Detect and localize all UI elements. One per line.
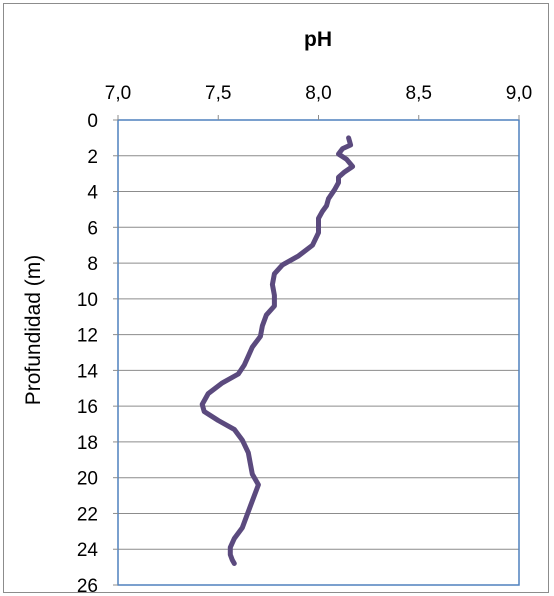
y-tick-label: 8 [87,254,98,275]
y-tick-label: 10 [77,290,98,311]
y-tick-label: 14 [77,361,99,382]
x-tick-label: 7,0 [105,83,131,104]
series-line-ph [199,135,356,566]
y-tick-label: 12 [77,326,98,347]
x-axis-ticks: 7,0 7,5 8,0 8,5 9,0 [105,83,532,120]
y-tick-label: 6 [87,218,98,239]
x-tick-label: 9,0 [506,83,532,104]
y-tick-label: 18 [77,433,98,454]
y-tick-label: 24 [77,540,99,561]
y-tick-label: 0 [87,111,98,132]
y-tick-label: 4 [87,183,98,204]
y-tick-label: 2 [87,147,98,168]
plot-area-border [117,119,520,586]
x-tick-label: 8,0 [305,83,331,104]
y-tick-label: 16 [77,397,98,418]
y-tick-label: 26 [77,576,98,596]
chart-title: pH [304,28,332,51]
x-tick-label: 8,5 [406,83,432,104]
y-tick-label: 22 [77,504,98,525]
y-tick-label: 20 [77,469,98,490]
y-axis-title: Profundidad (m) [22,255,45,406]
x-tick-label: 7,5 [205,83,231,104]
gridlines [118,155,519,550]
